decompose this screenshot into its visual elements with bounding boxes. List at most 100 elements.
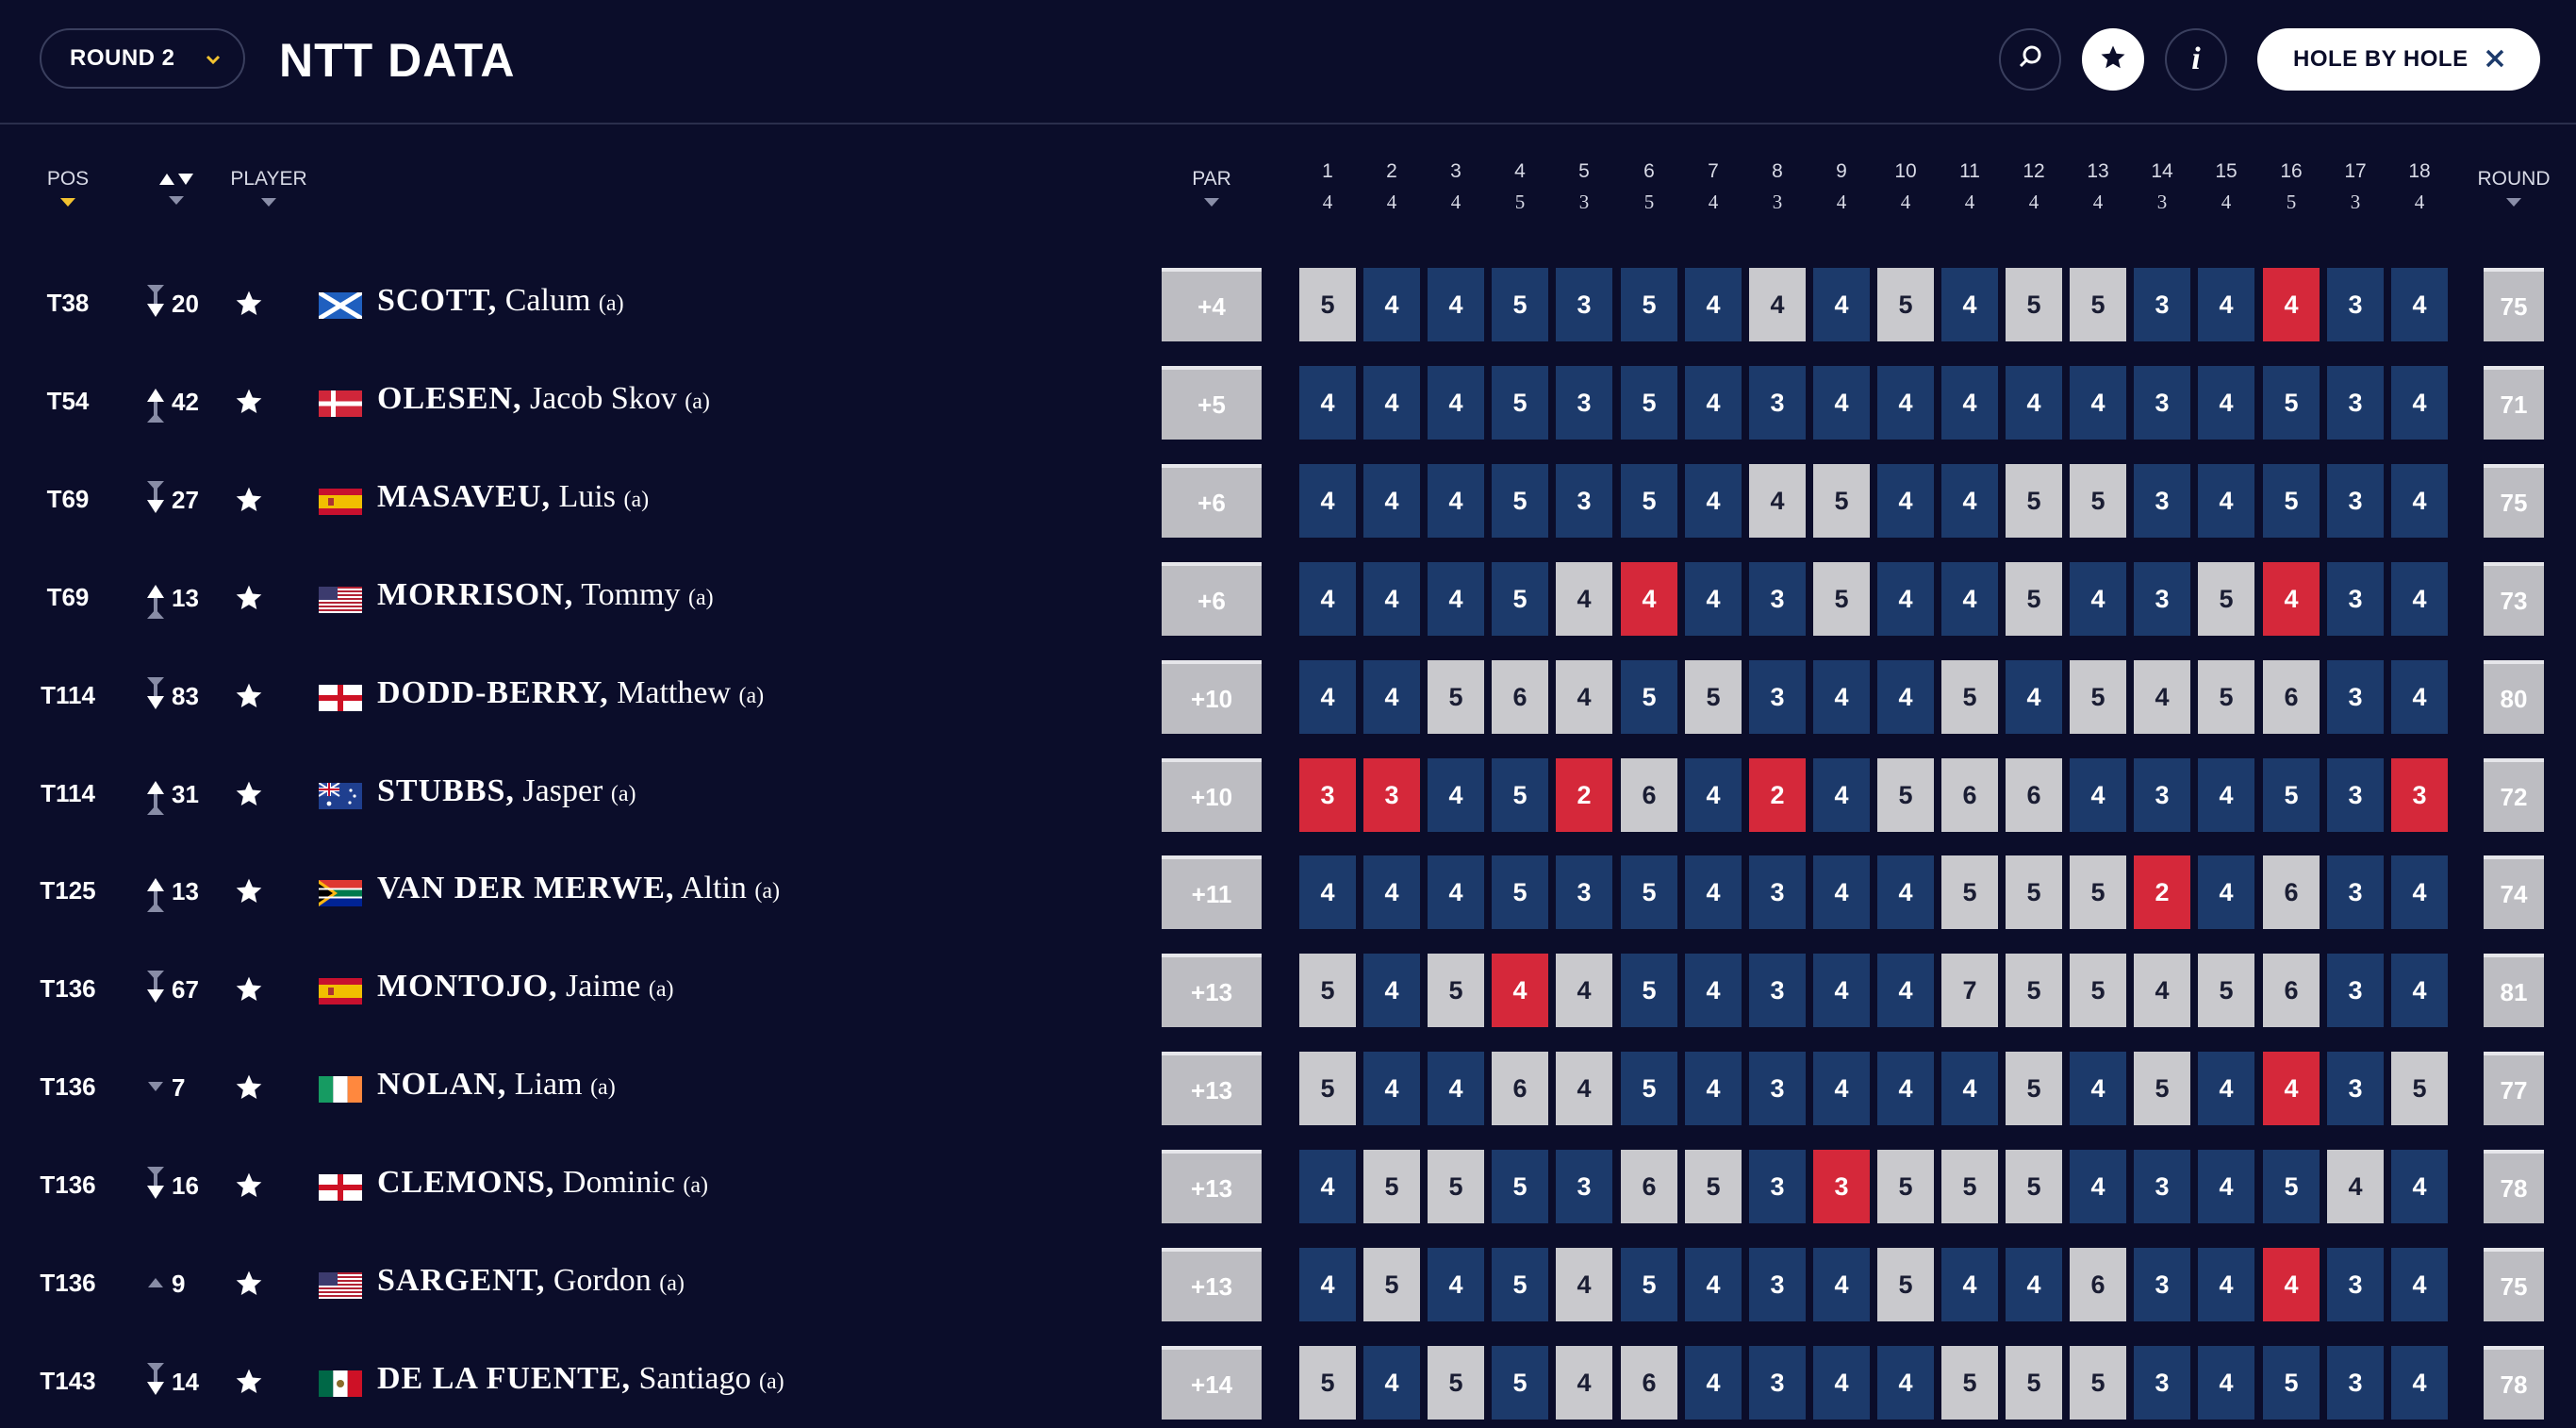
hole-par: 3	[2156, 191, 2168, 213]
hole-number: 7	[1708, 160, 1719, 182]
player-name[interactable]: NOLAN, Liam (a)	[377, 1067, 616, 1103]
amateur-tag: (a)	[590, 1075, 616, 1100]
favorite-star-icon[interactable]	[234, 387, 264, 422]
table-row[interactable]: T136 9 SARGENT, Gordon (a) +13 4 5 4 5 4 5 4 3 4 5 4 4 6…	[0, 1248, 2576, 1321]
hole-score: 4	[1299, 855, 1356, 929]
position: T69	[46, 583, 90, 611]
hole-number: 12	[2023, 160, 2045, 182]
position: T114	[41, 681, 95, 709]
table-row[interactable]: T114 31 STUBBS, Jasper (a) +10 3 3 4 5 2 6 4 2 4 5 6 6 4…	[0, 758, 2576, 832]
favorite-star-icon[interactable]	[234, 1367, 264, 1402]
favorite-star-icon[interactable]	[234, 1171, 264, 1205]
favorite-star-icon[interactable]	[234, 485, 264, 520]
favorites-button[interactable]	[2082, 28, 2144, 91]
info-button[interactable]: i	[2165, 28, 2227, 91]
to-par-score: +4	[1162, 268, 1262, 341]
sort-arrow-icon	[1204, 198, 1219, 207]
round-column-header[interactable]: ROUND	[2465, 168, 2563, 207]
hole-number: 15	[2215, 160, 2237, 182]
table-row[interactable]: T136 7 NOLAN, Liam (a) +13 5 4 4 6 4 5 4 3 4 4 4 5 4 5 4 4 3…	[0, 1052, 2576, 1125]
round-score: 75	[2484, 464, 2544, 538]
hole-score: 3	[2134, 758, 2190, 832]
table-row[interactable]: T69 27 MASAVEU, Luis (a) +6 4 4 4 5 3 5 4 4 5 4 4 5 5 3 4 5…	[0, 464, 2576, 538]
to-par-score: +14	[1162, 1346, 1262, 1420]
hole-number: 8	[1772, 160, 1783, 182]
hole-score: 4	[2198, 268, 2254, 341]
amateur-tag: (a)	[738, 684, 765, 708]
hole-score: 4	[2391, 464, 2448, 538]
favorite-star-icon[interactable]	[234, 1269, 264, 1303]
hole-score: 4	[2070, 1150, 2126, 1223]
position-movement: 83	[143, 670, 219, 724]
to-par-score: +5	[1162, 366, 1262, 440]
player-name[interactable]: SCOTT, Calum (a)	[377, 283, 624, 319]
hole-par: 3	[2350, 191, 2361, 213]
par-column-header[interactable]: PAR	[1174, 168, 1249, 207]
player-name[interactable]: MASAVEU, Luis (a)	[377, 479, 649, 515]
table-row[interactable]: T114 83 DODD-BERRY, Matthew (a) +10 4 4 5 6 4 5 5 3…	[0, 660, 2576, 734]
movement-column-header[interactable]	[151, 170, 202, 205]
hole-score: 3	[2327, 464, 2384, 538]
hole-score: 6	[2263, 660, 2320, 734]
favorite-star-icon[interactable]	[234, 974, 264, 1009]
hole-number: 5	[1578, 160, 1590, 182]
hole-score: 5	[2263, 366, 2320, 440]
hole-score: 5	[1941, 1150, 1998, 1223]
hole-score: 4	[1428, 855, 1484, 929]
table-row[interactable]: T136 67 MONTOJO, Jaime (a) +13 5 4 5 4 4 5 4 3 4 4 7 5 5…	[0, 954, 2576, 1027]
hole-score: 4	[2134, 954, 2190, 1027]
hole-score: 4	[1813, 268, 1870, 341]
favorite-star-icon[interactable]	[234, 876, 264, 911]
hole-score: 6	[1941, 758, 1998, 832]
favorite-star-icon[interactable]	[234, 681, 264, 716]
favorite-star-icon[interactable]	[234, 583, 264, 618]
player-name[interactable]: DE LA FUENTE, Santiago (a)	[377, 1361, 784, 1397]
hole-score: 4	[1299, 1248, 1356, 1321]
hole-number: 2	[1386, 160, 1397, 182]
player-name[interactable]: SARGENT, Gordon (a)	[377, 1263, 685, 1299]
favorite-star-icon[interactable]	[234, 289, 264, 324]
hole-score: 6	[1492, 660, 1548, 734]
amateur-tag: (a)	[685, 390, 710, 414]
hole-score: 5	[1813, 562, 1870, 636]
hole-score: 5	[1877, 758, 1934, 832]
hole-score: 6	[2006, 758, 2062, 832]
player-name[interactable]: MORRISON, Tommy (a)	[377, 577, 714, 613]
table-row[interactable]: T136 16 CLEMONS, Dominic (a) +13 4 5 5 5 3 6 5 3 3 5 5…	[0, 1150, 2576, 1223]
player-name[interactable]: DODD-BERRY, Matthew (a)	[377, 675, 764, 711]
favorite-star-icon[interactable]	[234, 779, 264, 814]
hole-number: 6	[1643, 160, 1655, 182]
search-button[interactable]	[1999, 28, 2061, 91]
player-column-header[interactable]: PLAYER	[226, 168, 311, 207]
table-row[interactable]: T125 13 VAN DER MERWE, Altin (a) +11 4 4 4 5 3 5 4…	[0, 855, 2576, 929]
hole-score: 5	[2263, 464, 2320, 538]
country-flag-icon	[319, 783, 362, 809]
player-name[interactable]: STUBBS, Jasper (a)	[377, 773, 636, 809]
round-score: 75	[2484, 1248, 2544, 1321]
round-selector[interactable]: ROUND 2	[40, 28, 245, 89]
hole-par: 4	[1900, 191, 1911, 213]
round-selector-label: ROUND 2	[70, 45, 175, 71]
table-row[interactable]: T54 42 OLESEN, Jacob Skov (a) +5 4 4 4 5 3 5 4 3 4 4 4…	[0, 366, 2576, 440]
hole-score: 5	[1299, 268, 1356, 341]
table-row[interactable]: T69 13 MORRISON, Tommy (a) +6 4 4 4 5 4 4 4 3 5 4 4 5 4 3…	[0, 562, 2576, 636]
hole-number: 16	[2280, 160, 2303, 182]
player-name[interactable]: CLEMONS, Dominic (a)	[377, 1165, 708, 1201]
pos-column-header[interactable]: POS	[30, 168, 106, 207]
table-row[interactable]: T38 20 SCOTT, Calum (a) +4 5 4 4 5 3 5 4 4 4 5 4 5 5 3 4 4 3…	[0, 268, 2576, 341]
position: T136	[40, 1072, 96, 1101]
player-first-name: Luis	[558, 479, 616, 514]
table-row[interactable]: T143 14 DE LA FUENTE, Santiago (a) +14 5 4 5 5 4…	[0, 1346, 2576, 1420]
player-name[interactable]: MONTOJO, Jaime (a)	[377, 969, 674, 1005]
player-name[interactable]: VAN DER MERWE, Altin (a)	[377, 871, 780, 906]
hole-score: 3	[2134, 1248, 2190, 1321]
hole-by-hole-button[interactable]: HOLE BY HOLE	[2257, 28, 2540, 91]
hole-score: 3	[2327, 366, 2384, 440]
round-score: 73	[2484, 562, 2544, 636]
hole-score: 4	[1621, 562, 1677, 636]
hole-score: 5	[1621, 464, 1677, 538]
hole-score: 4	[1813, 855, 1870, 929]
player-name[interactable]: OLESEN, Jacob Skov (a)	[377, 381, 710, 417]
player-last-name: MORRISON,	[377, 577, 574, 612]
favorite-star-icon[interactable]	[234, 1072, 264, 1107]
